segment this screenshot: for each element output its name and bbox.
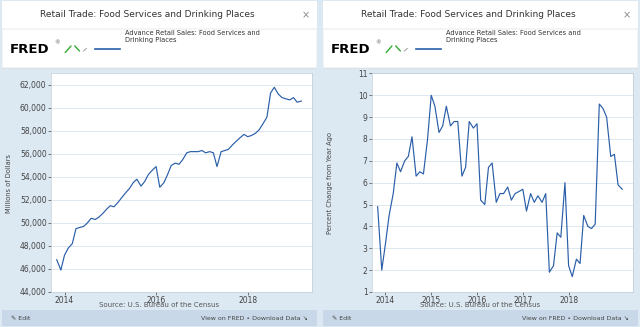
Bar — [323, 1, 638, 28]
Text: Millions of Dollars: Millions of Dollars — [6, 153, 12, 213]
Bar — [2, 1, 317, 28]
Text: Source: U.S. Bureau of the Census: Source: U.S. Bureau of the Census — [420, 301, 541, 308]
Bar — [2, 310, 317, 326]
Text: ×: × — [623, 10, 631, 20]
Text: Advance Retail Sales: Food Services and
Drinking Places: Advance Retail Sales: Food Services and … — [125, 30, 260, 43]
Bar — [323, 28, 638, 68]
Text: Retail Trade: Food Services and Drinking Places: Retail Trade: Food Services and Drinking… — [40, 10, 254, 20]
Text: FRED: FRED — [10, 43, 49, 56]
Text: ✎ Edit: ✎ Edit — [332, 316, 351, 321]
Text: FRED: FRED — [331, 43, 371, 56]
Text: View on FRED • Download Data ↘: View on FRED • Download Data ↘ — [201, 316, 308, 321]
Text: Source: U.S. Bureau of the Census: Source: U.S. Bureau of the Census — [99, 301, 220, 308]
Text: View on FRED • Download Data ↘: View on FRED • Download Data ↘ — [522, 316, 628, 321]
Text: ✎ Edit: ✎ Edit — [12, 316, 31, 321]
Text: Advance Retail Sales: Food Services and
Drinking Places: Advance Retail Sales: Food Services and … — [446, 30, 580, 43]
Text: Percent Change from Year Ago: Percent Change from Year Ago — [327, 132, 333, 234]
Bar — [2, 28, 317, 68]
Text: Retail Trade: Food Services and Drinking Places: Retail Trade: Food Services and Drinking… — [360, 10, 575, 20]
Text: ®: ® — [54, 41, 60, 46]
Text: ×: × — [302, 10, 310, 20]
Bar — [323, 310, 638, 326]
Text: ®: ® — [375, 41, 380, 46]
